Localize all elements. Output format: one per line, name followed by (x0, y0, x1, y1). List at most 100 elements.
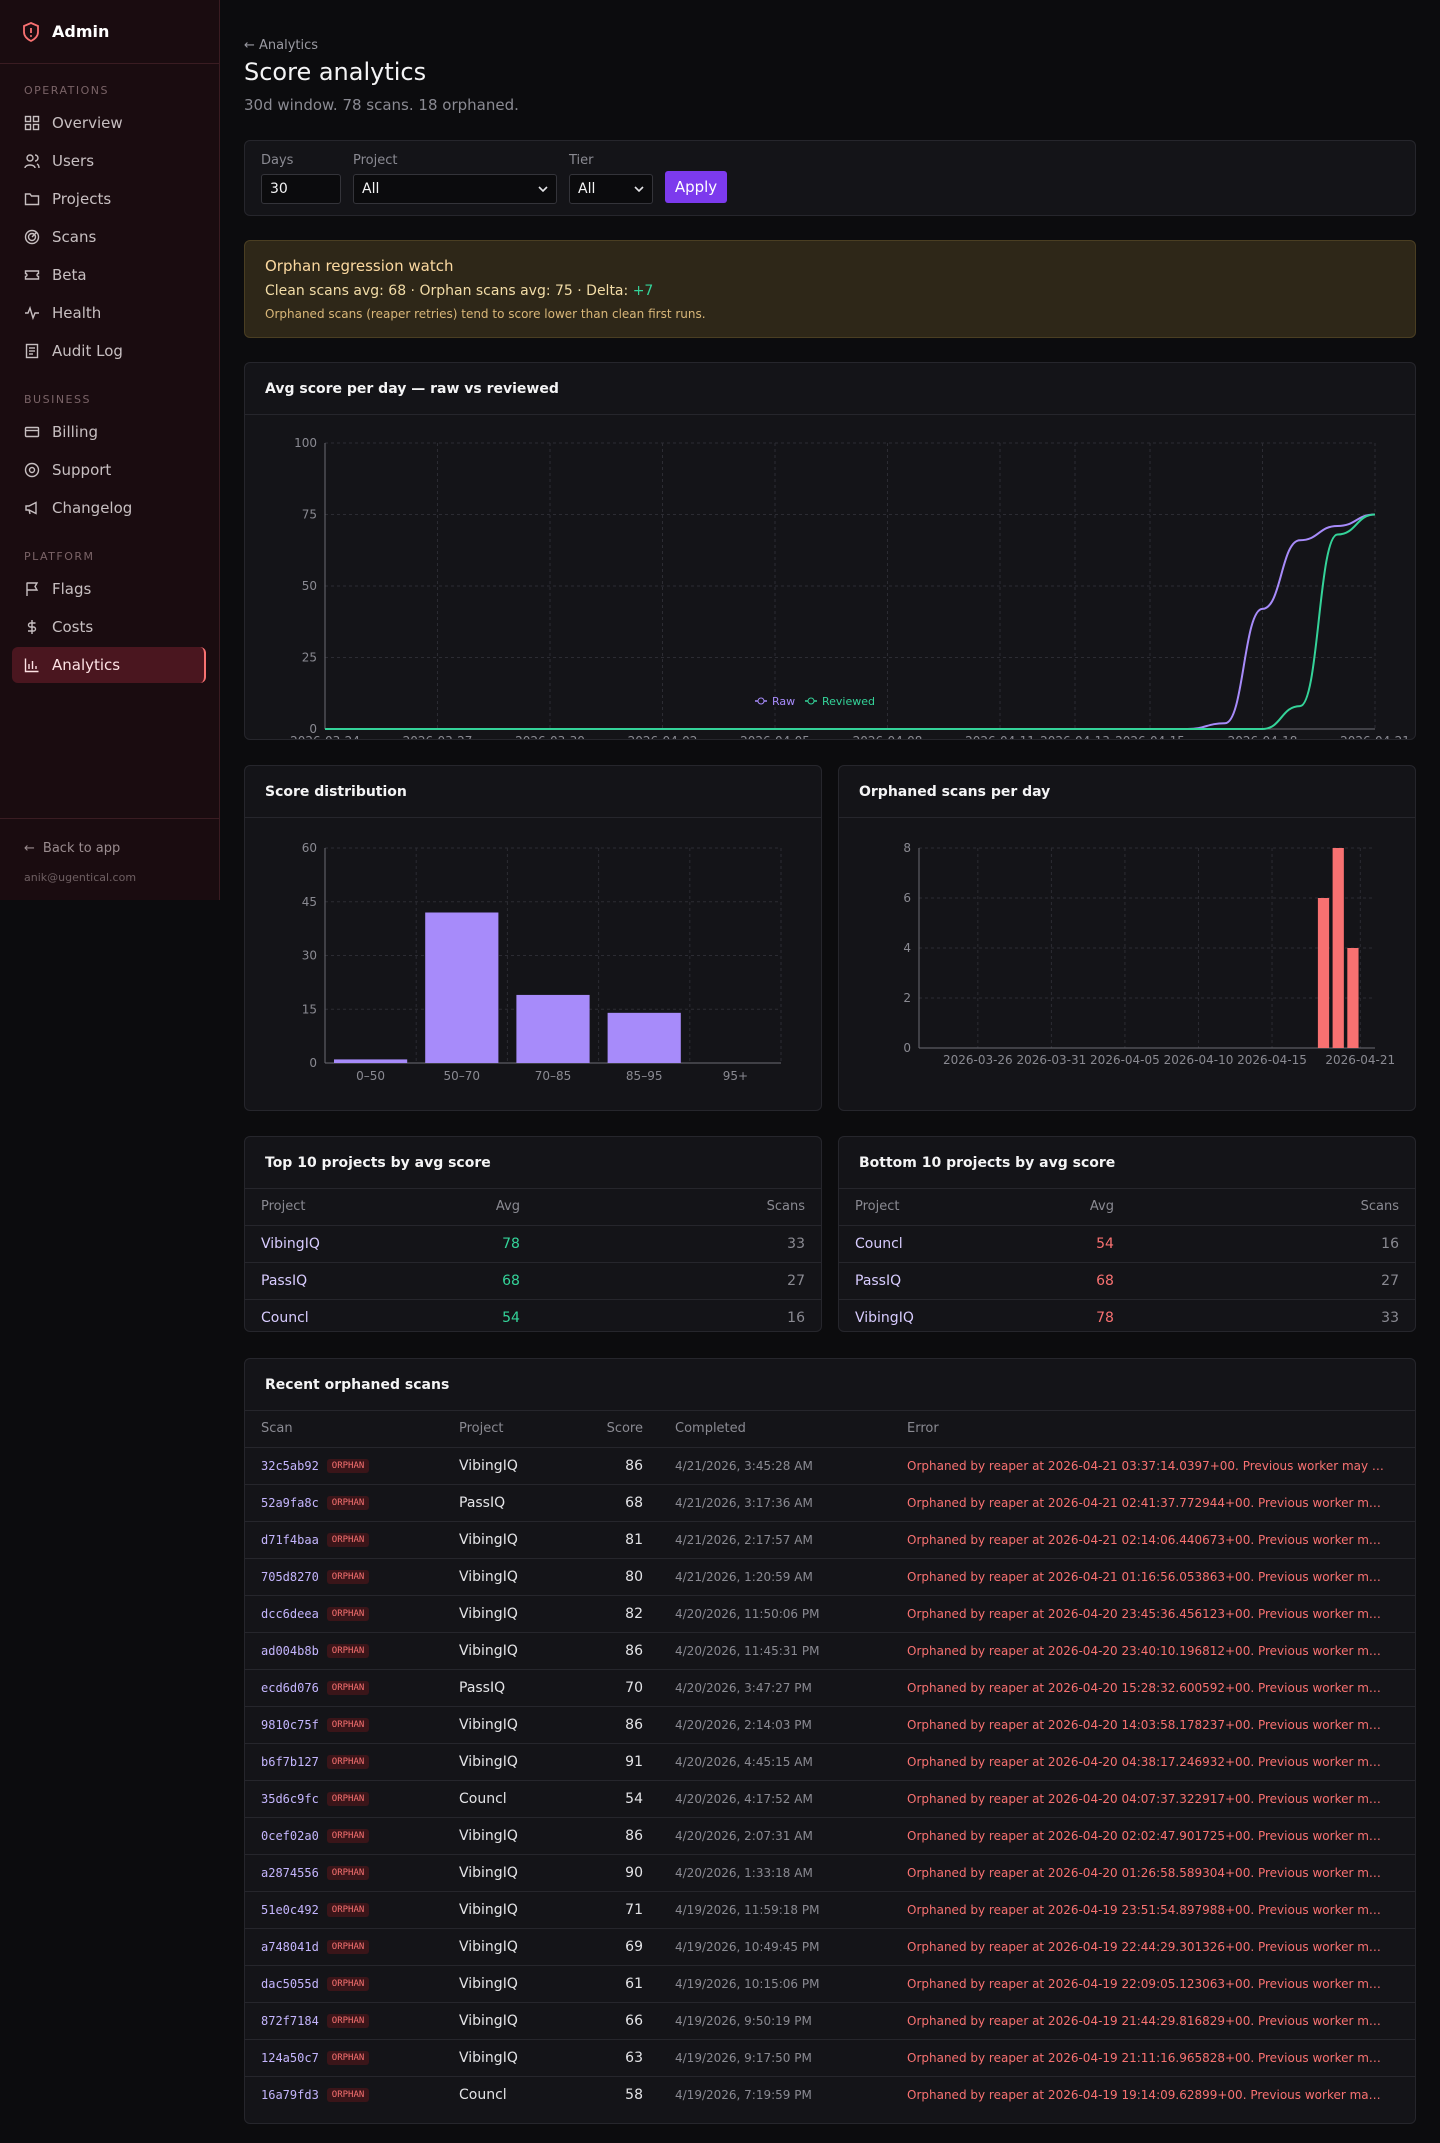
scan-id[interactable]: 872f7184 (261, 2013, 319, 2028)
scan-id[interactable]: 32c5ab92 (261, 1458, 319, 1473)
scan-id[interactable]: b6f7b127 (261, 1754, 319, 1769)
scan-id[interactable]: 35d6c9fc (261, 1791, 319, 1806)
scan-id[interactable]: 52a9fa8c (261, 1495, 319, 1510)
table-row[interactable]: dac5055d ORPHAN VibingIQ 61 4/19/2026, 10:15… (245, 1965, 1415, 2003)
project-cell: Councl (459, 2086, 507, 2103)
y-tick-label: 4 (903, 941, 911, 955)
chart-title: Avg score per day — raw vs reviewed (245, 363, 1415, 415)
sidebar-item-costs[interactable]: Costs (12, 609, 206, 645)
scan-id[interactable]: d71f4baa (261, 1532, 319, 1547)
sidebar-item-users[interactable]: Users (12, 143, 206, 179)
table-row[interactable]: 16a79fd3 ORPHAN Councl 58 4/19/2026, 7:19:59… (245, 2076, 1415, 2113)
completed-cell: 4/19/2026, 9:17:50 PM (659, 2039, 891, 2077)
radar-icon (24, 229, 40, 245)
score-cell: 54 (573, 1780, 659, 1818)
table-row[interactable]: 52a9fa8c ORPHAN PassIQ 68 4/21/2026, 3:17:36… (245, 1484, 1415, 1522)
table-row[interactable]: ad004b8b ORPHAN VibingIQ 86 4/20/2026, 11:45… (245, 1632, 1415, 1670)
completed-cell: 4/20/2026, 1:33:18 AM (659, 1854, 891, 1892)
brand[interactable]: Admin (0, 0, 219, 64)
table-row[interactable]: 51e0c492 ORPHAN VibingIQ 71 4/19/2026, 11:59… (245, 1891, 1415, 1929)
table-row[interactable]: dcc6deea ORPHAN VibingIQ 82 4/20/2026, 11:50… (245, 1595, 1415, 1633)
project-link[interactable]: Councl (839, 1225, 970, 1263)
sidebar-item-beta[interactable]: Beta (12, 257, 206, 293)
sidebar-item-flags[interactable]: Flags (12, 571, 206, 607)
brand-label: Admin (52, 22, 110, 41)
table-row[interactable]: 35d6c9fc ORPHAN Councl 54 4/20/2026, 4:17:52… (245, 1780, 1415, 1818)
table-title: Bottom 10 projects by avg score (839, 1137, 1415, 1189)
project-link[interactable]: PassIQ (245, 1262, 376, 1300)
table-row[interactable]: a2874556 ORPHAN VibingIQ 90 4/20/2026, 1:33:… (245, 1854, 1415, 1892)
apply-button[interactable]: Apply (665, 171, 727, 203)
scan-id[interactable]: 9810c75f (261, 1717, 319, 1732)
table-row[interactable]: 32c5ab92 ORPHAN VibingIQ 86 4/21/2026, 3:45:… (245, 1447, 1415, 1485)
table-row[interactable]: 872f7184 ORPHAN VibingIQ 66 4/19/2026, 9:50:… (245, 2002, 1415, 2040)
scan-cell: 51e0c492 ORPHAN (245, 1891, 443, 1929)
sidebar-item-projects[interactable]: Projects (12, 181, 206, 217)
project-cell: VibingIQ (443, 1743, 573, 1781)
error-text: Orphaned by reaper at 2026-04-21 02:41:3… (907, 1495, 1387, 1510)
back-to-app-link[interactable]: ← Back to app (24, 841, 120, 856)
pulse-icon (25, 305, 39, 321)
table-row[interactable]: 9810c75f ORPHAN VibingIQ 86 4/20/2026, 2:14:… (245, 1706, 1415, 1744)
tier-select[interactable]: All (569, 174, 653, 204)
x-tick-label: 50–70 (444, 1069, 481, 1083)
orphan-badge: ORPHAN (326, 1865, 370, 1880)
score-cell: 86 (573, 1632, 659, 1670)
sidebar-item-health[interactable]: Health (12, 295, 206, 331)
sidebar-item-scans[interactable]: Scans (12, 219, 206, 255)
y-tick-label: 30 (302, 949, 317, 963)
table-row: VibingIQ 78 33 (245, 1225, 821, 1263)
scan-id[interactable]: 16a79fd3 (261, 2087, 319, 2102)
scan-id[interactable]: 0cef02a0 (261, 1828, 319, 1843)
sidebar: Admin OPERATIONS BUSINESS PLATFORM Overv… (0, 0, 220, 900)
project-link[interactable]: PassIQ (839, 1262, 970, 1300)
breadcrumb[interactable]: ← Analytics (244, 38, 319, 53)
table-row[interactable]: a748041d ORPHAN VibingIQ 69 4/19/2026, 10:49… (245, 1928, 1415, 1966)
error-text: Orphaned by reaper at 2026-04-20 23:40:1… (907, 1643, 1387, 1658)
orphan-badge: ORPHAN (326, 1791, 370, 1806)
sidebar-item-analytics[interactable]: Analytics (12, 647, 206, 683)
orphan-badge: ORPHAN (326, 1569, 370, 1584)
project-link[interactable]: VibingIQ (855, 1309, 914, 1326)
scan-id[interactable]: ad004b8b (261, 1643, 319, 1658)
sidebar-item-changelog[interactable]: Changelog (12, 490, 206, 526)
table-row[interactable]: 0cef02a0 ORPHAN VibingIQ 86 4/20/2026, 2:07:… (245, 1817, 1415, 1855)
sidebar-item-overview[interactable]: Overview (12, 105, 206, 141)
error-text: Orphaned by reaper at 2026-04-21 03:37:1… (907, 1458, 1387, 1473)
table-row[interactable]: 705d8270 ORPHAN VibingIQ 80 4/21/2026, 1:20:… (245, 1558, 1415, 1596)
project-cell: VibingIQ (443, 1447, 573, 1485)
scan-id[interactable]: a748041d (261, 1939, 319, 1954)
error-text: Orphaned by reaper at 2026-04-21 02:14:0… (907, 1532, 1387, 1547)
y-tick-label: 15 (302, 1002, 317, 1016)
project-select[interactable]: All (353, 174, 557, 204)
error-cell: Orphaned by reaper at 2026-04-21 03:37:1… (891, 1447, 1415, 1485)
project-link[interactable]: VibingIQ (245, 1225, 376, 1263)
scan-id[interactable]: dac5055d (261, 1976, 319, 1991)
sidebar-item-billing[interactable]: Billing (12, 414, 206, 450)
score-cell: 70 (573, 1669, 659, 1707)
project-link[interactable]: Councl (261, 1309, 309, 1326)
project-cell: VibingIQ (443, 1595, 573, 1633)
orphan-badge: ORPHAN (326, 1606, 370, 1621)
sidebar-item-support[interactable]: Support (12, 452, 206, 488)
table-row[interactable]: d71f4baa ORPHAN VibingIQ 81 4/21/2026, 2:17:… (245, 1521, 1415, 1559)
completed-cell: 4/19/2026, 7:19:59 PM (675, 2087, 812, 2102)
tier-select-value: All (578, 181, 596, 197)
scan-cell: dcc6deea ORPHAN (245, 1595, 443, 1633)
scan-id[interactable]: ecd6d076 (261, 1680, 319, 1695)
table-row[interactable]: 124a50c7 ORPHAN VibingIQ 63 4/19/2026, 9:17:… (245, 2039, 1415, 2077)
table-row: Councl 54 16 (245, 1299, 821, 1336)
col-project: Project (245, 1189, 376, 1226)
days-input[interactable]: 30 (261, 174, 341, 204)
x-tick-label: 2026-03-30 (515, 734, 585, 739)
scan-id[interactable]: 124a50c7 (261, 2050, 319, 2065)
score-distribution-chart: 0 15 30 45 60 0–50 50–70 70–85 85–95 95+ (302, 841, 782, 1083)
scan-id[interactable]: dcc6deea (261, 1606, 319, 1621)
table-row[interactable]: b6f7b127 ORPHAN VibingIQ 91 4/20/2026, 4:45:… (245, 1743, 1415, 1781)
bottom-projects-card: Bottom 10 projects by avg score Project … (838, 1136, 1416, 1332)
scan-id[interactable]: a2874556 (261, 1865, 319, 1880)
table-row[interactable]: ecd6d076 ORPHAN PassIQ 70 4/20/2026, 3:47:27… (245, 1669, 1415, 1707)
sidebar-item-audit-log[interactable]: Audit Log (12, 333, 206, 369)
scan-id[interactable]: 705d8270 (261, 1569, 319, 1584)
scan-id[interactable]: 51e0c492 (261, 1902, 319, 1917)
